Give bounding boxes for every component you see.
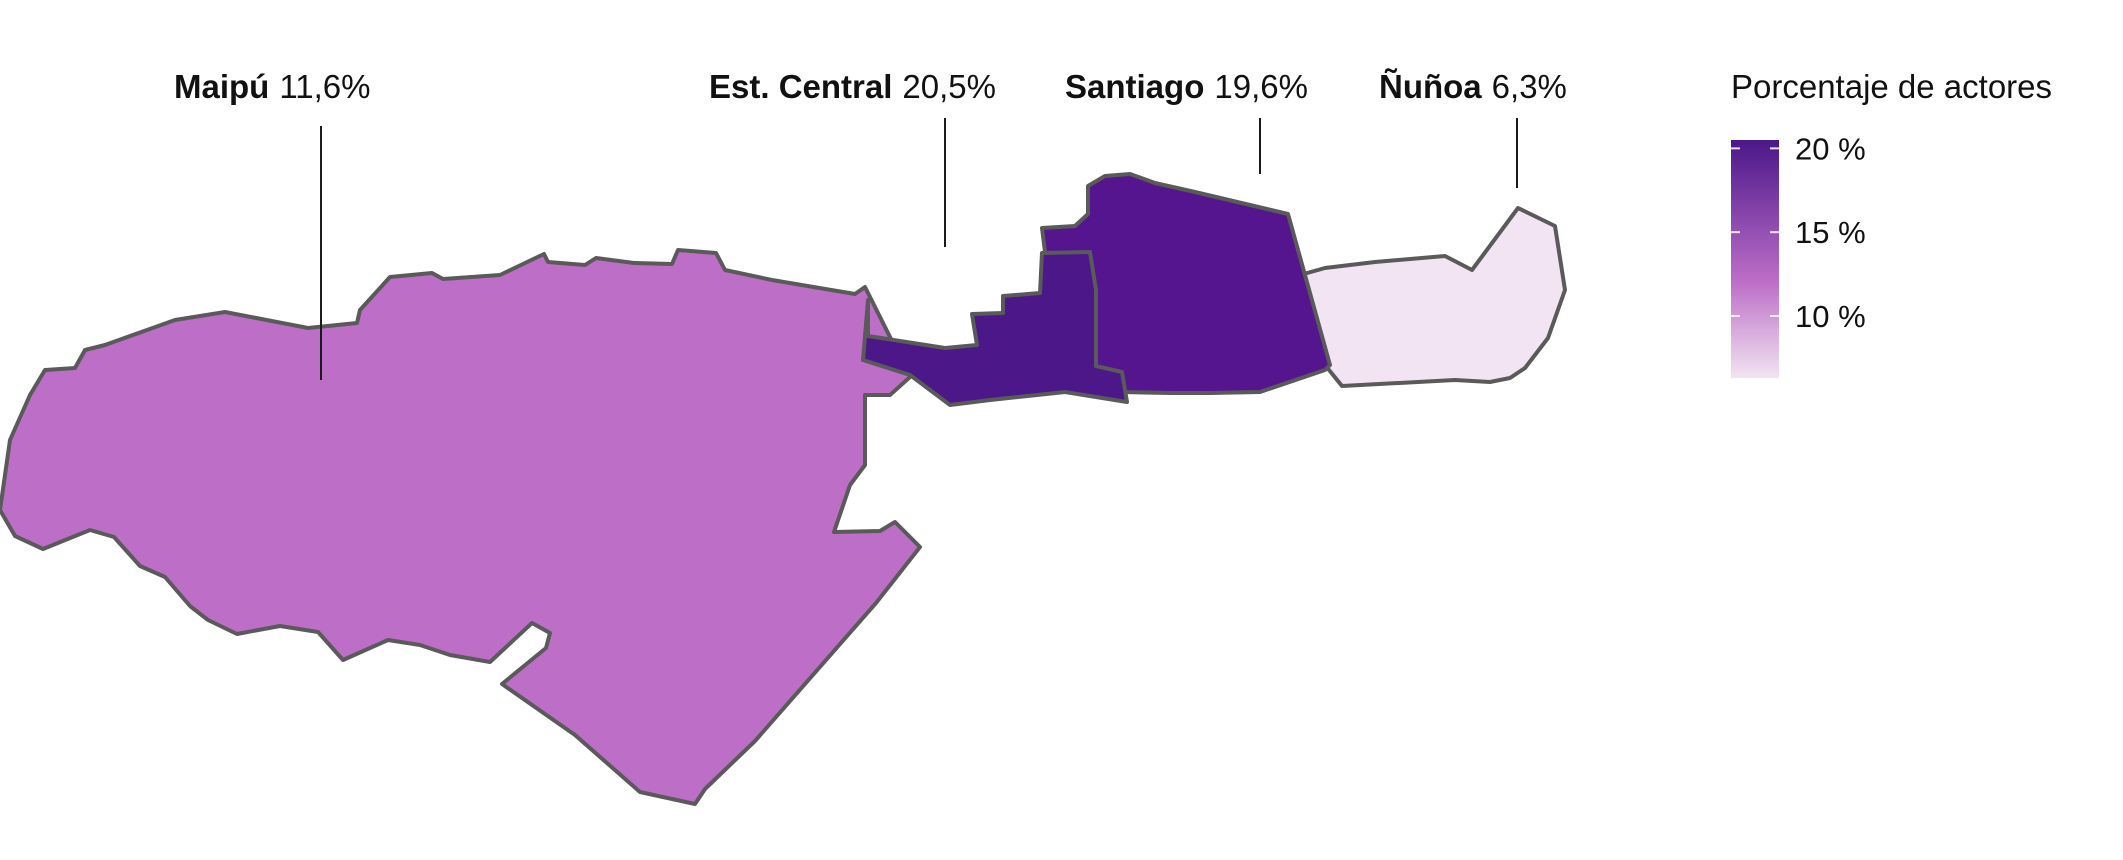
region-maipu[interactable] [0, 248, 922, 806]
legend-ticks: 20 % 15 % 10 % [1731, 131, 1866, 334]
label-santiago-name: Santiago [1065, 68, 1204, 105]
label-santiago: Santiago 19,6% [1065, 68, 1308, 105]
label-est-central-name: Est. Central [709, 68, 892, 105]
legend-tick-label: 20 % [1795, 131, 1866, 166]
label-nunoa-value: 6,3% [1492, 68, 1567, 105]
legend-colorbar [1731, 140, 1779, 378]
label-maipu: Maipú 11,6% [174, 68, 370, 105]
legend-tick-label: 15 % [1795, 215, 1866, 250]
legend: Porcentaje de actores 20 % 15 % 10 % [1731, 68, 2052, 378]
region-nunoa[interactable] [1298, 206, 1567, 388]
label-maipu-value: 11,6% [279, 68, 370, 105]
label-nunoa-name: Ñuñoa [1379, 68, 1482, 105]
label-est-central: Est. Central 20,5% [709, 68, 996, 105]
label-maipu-name: Maipú [174, 68, 269, 105]
legend-title: Porcentaje de actores [1731, 68, 2052, 105]
region-est-central[interactable] [861, 250, 1129, 407]
legend-tick-label: 10 % [1795, 299, 1866, 334]
label-est-central-value: 20,5% [902, 68, 996, 105]
label-nunoa: Ñuñoa 6,3% [1379, 68, 1567, 105]
label-santiago-value: 19,6% [1214, 68, 1308, 105]
